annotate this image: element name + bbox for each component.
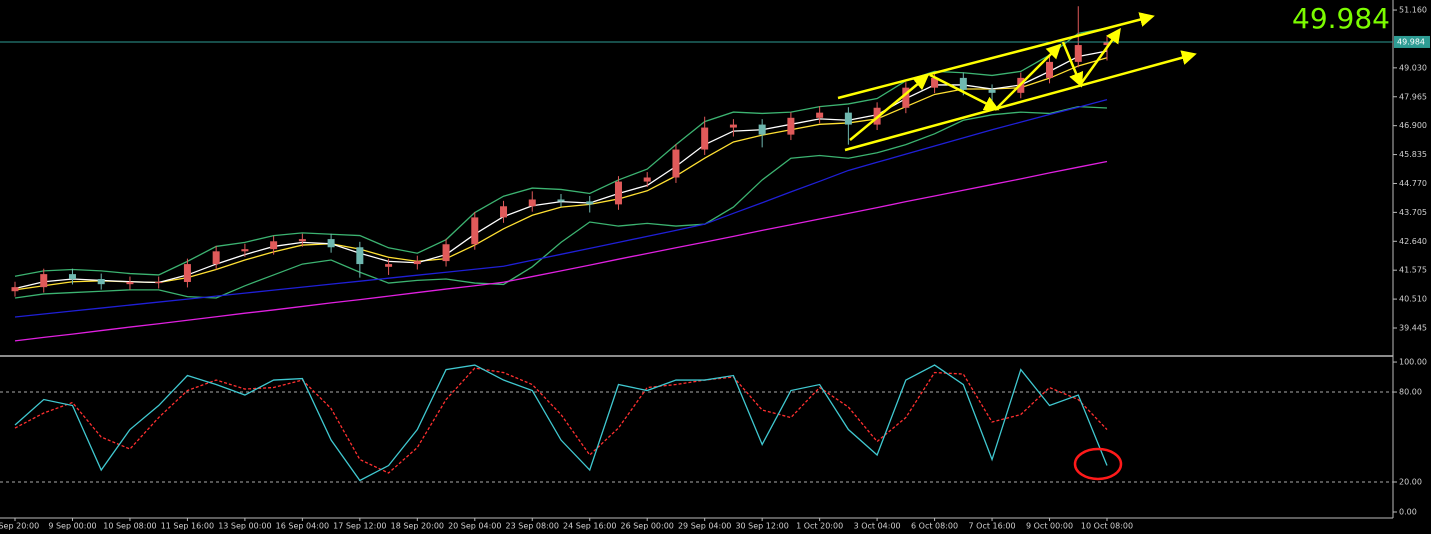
indicator-line: [14, 98, 1108, 318]
x-tick-label: 9 Oct 00:00: [1026, 522, 1073, 531]
candle-body: [40, 274, 48, 288]
wave-arrow: [849, 74, 929, 141]
current-price-large: 49.984: [1292, 2, 1390, 35]
x-tick-label: 23 Sep 08:00: [506, 522, 559, 531]
indicator-line: [14, 364, 1108, 482]
x-tick-label: 10 Sep 08:00: [103, 522, 156, 531]
y-tick-label: 100.00: [1399, 358, 1427, 367]
x-tick-label: 29 Sep 04:00: [678, 522, 731, 531]
y-tick-label: 44.770: [1399, 179, 1427, 188]
indicator-line: [14, 160, 1108, 342]
candle-body: [528, 199, 536, 207]
candle-body: [183, 264, 191, 282]
x-tick-label: 26 Sep 00:00: [621, 522, 674, 531]
indicator-line: [14, 367, 1108, 474]
x-tick-label: 5 Sep 20:00: [0, 522, 39, 531]
candle-body: [155, 281, 163, 284]
candle-body: [356, 247, 364, 265]
wave-arrow: [994, 43, 1062, 111]
x-tick-label: 30 Sep 12:00: [735, 522, 788, 531]
candle-body: [385, 264, 393, 267]
candle-body: [672, 149, 680, 178]
y-tick-label: 80.00: [1399, 388, 1422, 397]
highlight-circle: [1073, 447, 1123, 481]
candle-body: [758, 124, 766, 135]
candle-body: [643, 177, 651, 182]
wave-arrow: [929, 73, 1000, 111]
candle-body: [97, 279, 105, 285]
candle-body: [298, 239, 306, 242]
x-tick-label: 9 Sep 00:00: [48, 522, 96, 531]
candle-body: [270, 241, 278, 250]
wave-arrow: [1061, 41, 1084, 88]
channel-upper-arrow: [837, 12, 1155, 100]
candle-body: [816, 112, 824, 118]
x-tick-label: 6 Oct 08:00: [911, 522, 958, 531]
current-price-box: [1394, 35, 1430, 48]
candle-body: [1046, 61, 1054, 78]
candle-body: [327, 239, 335, 248]
indicator-line: [14, 57, 1108, 291]
y-tick-label: 45.835: [1399, 150, 1427, 159]
candle-body: [729, 124, 737, 128]
candle-body: [959, 77, 967, 90]
y-tick-label: 39.445: [1399, 323, 1427, 332]
candle-body: [902, 87, 910, 108]
x-tick-label: 1 Oct 20:00: [796, 522, 843, 531]
candle-body: [471, 217, 479, 245]
candle-body: [844, 112, 852, 125]
candle-body: [212, 251, 220, 265]
candle-body: [614, 181, 622, 205]
x-tick-label: 10 Oct 08:00: [1081, 522, 1133, 531]
y-tick-label: 51.160: [1399, 6, 1427, 15]
channel-lower-arrow: [844, 50, 1197, 152]
y-tick-label: 46.900: [1399, 121, 1427, 130]
y-tick-label: 47.965: [1399, 92, 1427, 101]
y-tick-label: 49.030: [1399, 63, 1427, 72]
x-tick-label: 20 Sep 04:00: [448, 522, 501, 531]
wave-arrow: [1078, 27, 1121, 86]
x-tick-label: 3 Oct 04:00: [854, 522, 901, 531]
candle-body: [557, 199, 565, 202]
candle-body: [241, 249, 249, 252]
x-tick-label: 11 Sep 16:00: [161, 522, 214, 531]
candle-body: [68, 274, 76, 280]
candle-body: [701, 127, 709, 150]
candle-body: [442, 244, 450, 262]
y-tick-label: 20.00: [1399, 478, 1422, 487]
candle-body: [1074, 45, 1082, 62]
trend-annotations: [837, 12, 1197, 152]
x-tick-label: 16 Sep 04:00: [276, 522, 329, 531]
candle-body: [988, 89, 996, 93]
plot-layer: 51.160 49.030 47.965 46.900 45.835 44.770 43.7…: [0, 6, 1430, 531]
candle-body: [500, 206, 508, 218]
y-tick-label: 43.705: [1399, 208, 1427, 217]
candle-body: [787, 117, 795, 135]
y-tick-label: 41.575: [1399, 266, 1427, 275]
candle-body: [126, 281, 134, 285]
candle-body: [586, 201, 594, 205]
candle-body: [931, 77, 939, 88]
x-tick-label: 24 Sep 16:00: [563, 522, 616, 531]
candle-body: [413, 261, 421, 265]
x-tick-label: 13 Sep 00:00: [218, 522, 271, 531]
y-tick-label: 42.640: [1399, 237, 1427, 246]
x-tick-label: 18 Sep 20:00: [391, 522, 444, 531]
indicator-line: [14, 106, 1108, 299]
y-tick-label: 40.510: [1399, 295, 1427, 304]
y-tick-label: 0.00: [1399, 508, 1417, 517]
current-price-label: 49.984: [1397, 37, 1425, 46]
x-tick-label: 7 Oct 16:00: [969, 522, 1016, 531]
x-tick-label: 17 Sep 12:00: [333, 522, 386, 531]
candle-body: [11, 287, 19, 292]
